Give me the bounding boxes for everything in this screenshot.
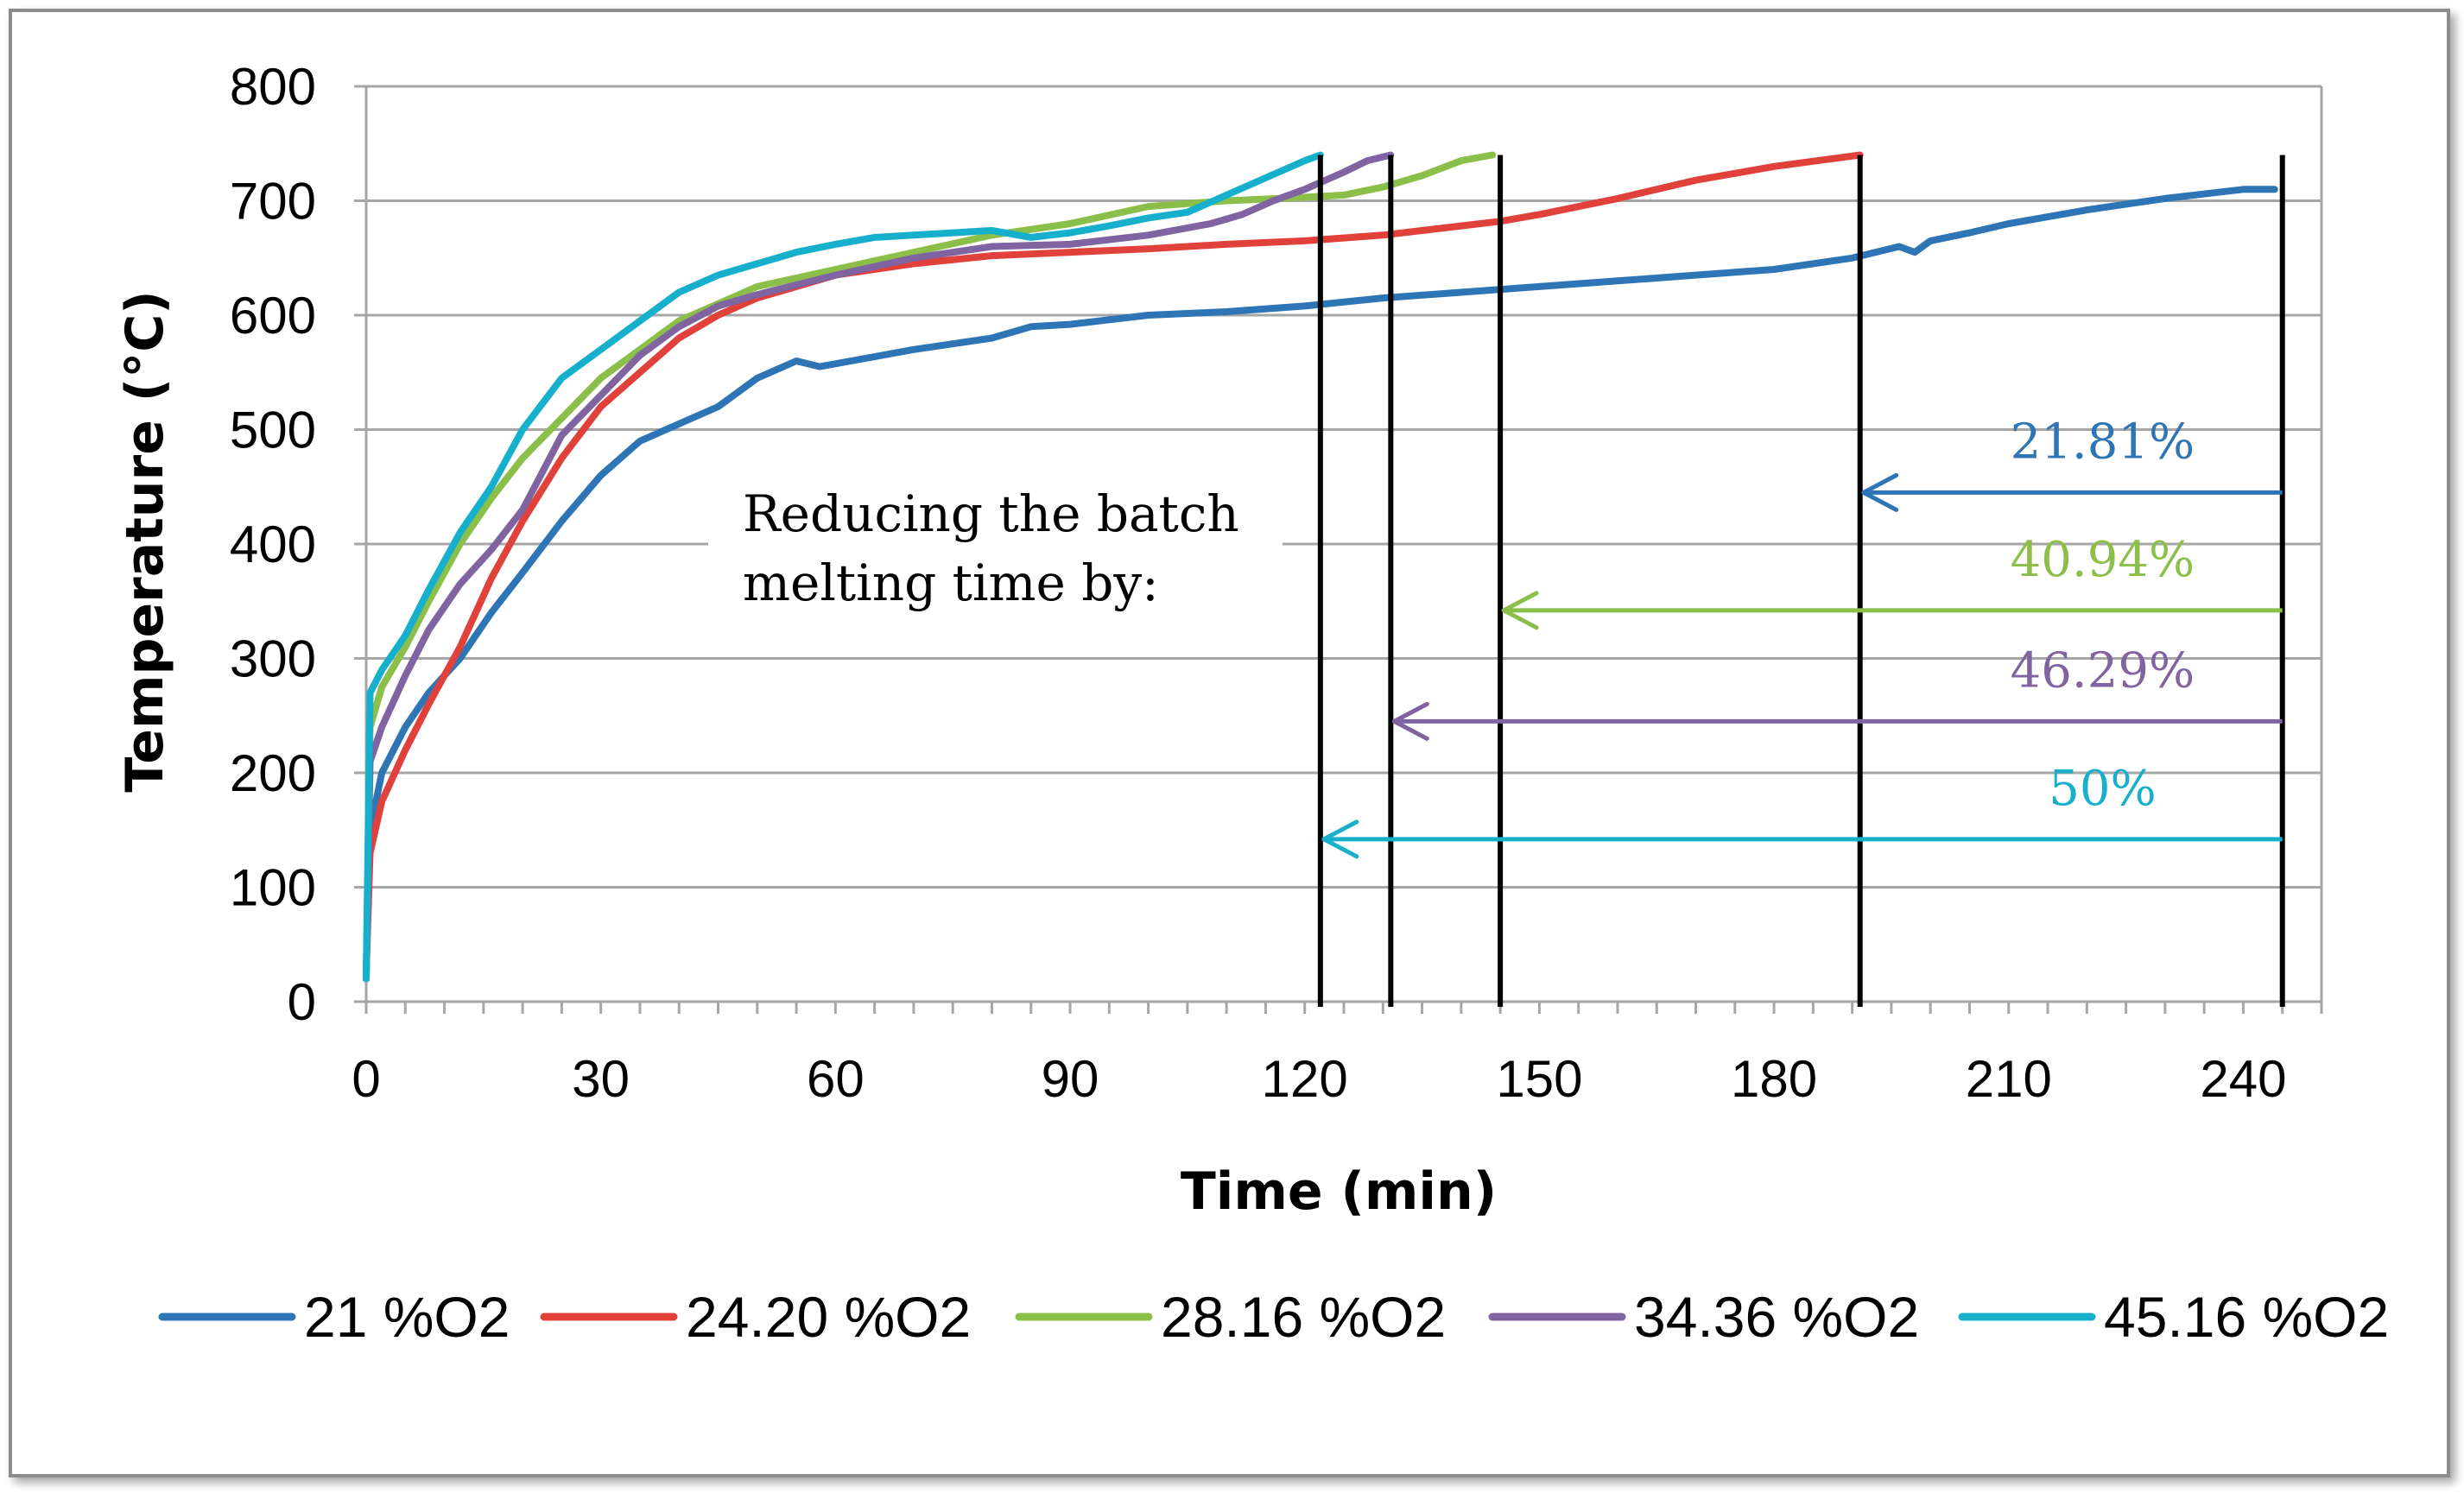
x-tick-240: 240 (2200, 1050, 2286, 1108)
y-tick-300: 300 (230, 630, 316, 688)
legend-label-3: 28.16 %O2 (1161, 1285, 1446, 1349)
x-tick-120: 120 (1262, 1050, 1348, 1108)
x-tick-150: 150 (1496, 1050, 1582, 1108)
x-tick-60: 60 (807, 1050, 865, 1108)
legend: 21 %O2 24.20 %O2 28.16 %O2 34.36 %O2 45.16 %… (158, 1285, 2389, 1349)
y-tick-800: 800 (230, 58, 316, 116)
y-tick-400: 400 (230, 516, 316, 573)
series-line-5 (363, 151, 1324, 983)
x-tick-90: 90 (1042, 1050, 1099, 1108)
note-line-2: melting time by: (743, 554, 1159, 612)
data-series (363, 151, 2278, 983)
note-background (708, 466, 1283, 639)
gridlines (366, 85, 2321, 889)
x-tick-labels: 0 30 60 90 120 150 180 210 240 (352, 1050, 2286, 1108)
reduction-label-4: 46.29% (2011, 642, 2195, 699)
y-tick-200: 200 (230, 744, 316, 802)
reduction-arrows: 21.81% 40.94% 46.29% 50% (1321, 414, 2283, 859)
legend-label-5: 45.16 %O2 (2104, 1285, 2389, 1349)
reduction-label-3: 40.94% (2011, 532, 2195, 588)
series-line-1 (363, 186, 2278, 971)
y-tick-0: 0 (288, 973, 316, 1031)
legend-label-1: 21 %O2 (304, 1285, 510, 1349)
y-axis-title: Temperature (°C) (115, 290, 175, 792)
y-tick-100: 100 (230, 859, 316, 917)
series-line-3 (363, 151, 1497, 983)
y-tick-700: 700 (230, 173, 316, 231)
arrow-head-3 (1501, 591, 1539, 630)
x-axis-title: Time (min) (1181, 1161, 1497, 1222)
y-tick-labels: 0 100 200 300 400 500 600 700 800 (230, 58, 316, 1031)
legend-label-2: 24.20 %O2 (686, 1285, 971, 1349)
arrow-head-2 (1861, 472, 1899, 512)
x-tick-180: 180 (1731, 1050, 1817, 1108)
x-tick-210: 210 (1966, 1050, 2052, 1108)
reduction-label-2: 21.81% (2011, 414, 2195, 470)
legend-label-4: 34.36 %O2 (1634, 1285, 1919, 1349)
arrow-head-5 (1321, 819, 1359, 859)
y-tick-500: 500 (230, 402, 316, 459)
x-tick-0: 0 (352, 1050, 380, 1108)
y-tick-600: 600 (230, 287, 316, 345)
series-line-4 (363, 151, 1395, 983)
note-line-1: Reducing the batch (743, 484, 1239, 543)
arrow-head-4 (1391, 701, 1429, 741)
reduction-label-5: 50% (2049, 761, 2156, 817)
x-tick-30: 30 (572, 1050, 630, 1108)
chart-frame (9, 9, 2450, 1477)
vertical-markers (1317, 155, 2285, 1007)
